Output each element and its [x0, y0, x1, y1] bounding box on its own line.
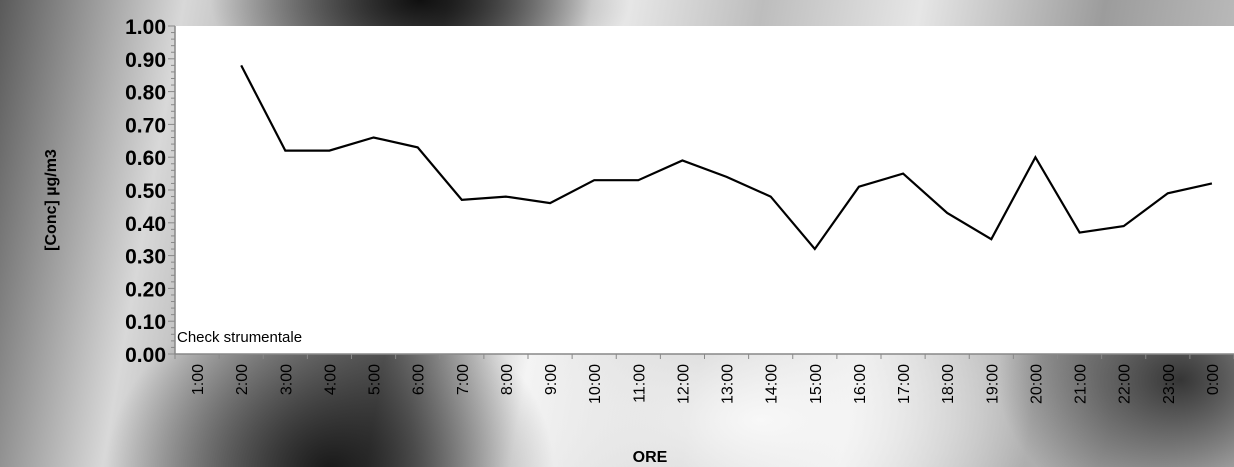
x-tick-label: 1:00	[190, 364, 207, 395]
y-tick-label: 0.60	[125, 147, 166, 170]
x-tick-label: 0:00	[1205, 364, 1222, 395]
series-group	[240, 64, 1213, 251]
y-tick-label: 0.50	[125, 180, 166, 203]
x-axis-tick-labels: 1:00 2:00 3:00 4:00 5:00 6:00 7:00 8:00 9:00 10:0…	[190, 364, 1222, 404]
x-tick-label: 21:00	[1073, 364, 1090, 404]
x-tick-label: 17:00	[896, 364, 913, 404]
annotation-check-strumentale: Check strumentale	[177, 329, 302, 346]
y-tick-label: 0.80	[125, 82, 166, 105]
x-tick-label: 9:00	[543, 364, 560, 395]
x-tick-label: 6:00	[411, 364, 428, 395]
y-tick-label: 0.20	[125, 278, 166, 301]
x-tick-label: 3:00	[278, 364, 295, 395]
y-tick-label: 0.30	[125, 246, 166, 269]
x-tick-label: 16:00	[852, 364, 869, 404]
x-tick-label: 14:00	[764, 364, 781, 404]
y-tick-label: 0.10	[125, 311, 166, 334]
x-axis-label: ORE	[633, 449, 668, 466]
x-tick-label: 8:00	[499, 364, 516, 395]
y-axis-tick-labels: 0.00 0.10 0.20 0.30 0.40 0.50 0.60 0.70 0.80 0.90…	[125, 16, 166, 367]
y-tick-label: 0.90	[125, 49, 166, 72]
x-tick-label: 2:00	[234, 364, 251, 395]
x-axis-tick-marks	[174, 354, 1234, 359]
y-axis-label: [Conc] µg/m3	[43, 149, 60, 251]
x-tick-label: 7:00	[455, 364, 472, 395]
x-tick-label: 13:00	[720, 364, 737, 404]
plot-area	[175, 26, 1234, 354]
y-tick-label: 1.00	[125, 16, 166, 39]
x-tick-label: 22:00	[1117, 364, 1134, 404]
y-tick-label: 0.70	[125, 114, 166, 137]
x-tick-label: 5:00	[367, 364, 384, 395]
x-tick-label: 15:00	[808, 364, 825, 404]
y-tick-label: 0.40	[125, 213, 166, 236]
y-tick-label: 0.00	[125, 344, 166, 367]
y-axis-minor-ticks	[168, 25, 175, 355]
x-tick-label: 23:00	[1161, 364, 1178, 404]
x-tick-label: 12:00	[675, 364, 692, 404]
x-tick-label: 11:00	[631, 364, 648, 403]
series-line	[240, 64, 1213, 251]
x-tick-label: 10:00	[587, 364, 604, 404]
x-tick-label: 20:00	[1028, 364, 1045, 404]
x-tick-label: 19:00	[984, 364, 1001, 404]
x-tick-label: 4:00	[322, 364, 339, 395]
x-tick-label: 18:00	[940, 364, 957, 404]
